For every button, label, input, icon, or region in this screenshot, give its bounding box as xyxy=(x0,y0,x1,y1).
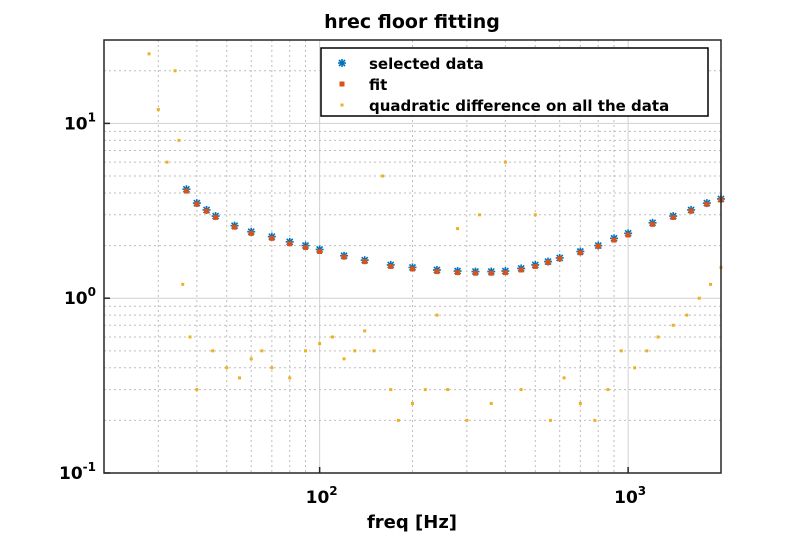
data-point xyxy=(288,376,292,380)
axes-box xyxy=(103,39,722,474)
data-point xyxy=(188,335,192,339)
data-point xyxy=(363,329,367,333)
data-point xyxy=(548,418,552,422)
data-point xyxy=(423,388,427,392)
data-point xyxy=(260,349,264,353)
data-point xyxy=(238,376,242,380)
data-point xyxy=(287,241,293,247)
data-point xyxy=(557,256,563,262)
data-point xyxy=(562,376,566,380)
data-point xyxy=(578,401,582,405)
ticks: 102 103 10-1 100 101 xyxy=(59,110,646,508)
data-point xyxy=(389,388,393,392)
data-point xyxy=(372,349,376,353)
legend: selected data fit quadratic difference on … xyxy=(320,47,709,117)
data-point xyxy=(410,266,415,272)
x-tick-label: 103 xyxy=(614,484,646,508)
legend-label: selected data xyxy=(369,55,484,73)
data-point xyxy=(435,313,439,317)
y-tick-label: 101 xyxy=(64,110,96,134)
data-point xyxy=(619,349,623,353)
data-point xyxy=(697,296,701,300)
data-point xyxy=(633,366,637,370)
data-point xyxy=(318,342,322,346)
data-point xyxy=(704,201,710,207)
legend-marker xyxy=(340,103,344,107)
data-point xyxy=(303,245,309,251)
data-point xyxy=(611,237,617,243)
data-point xyxy=(688,208,694,214)
data-point xyxy=(270,366,274,370)
data-point xyxy=(645,349,649,353)
data-point xyxy=(396,418,400,422)
data-point xyxy=(577,250,583,256)
data-point xyxy=(503,160,507,164)
data-point xyxy=(317,248,323,254)
data-point xyxy=(225,366,229,370)
legend-marker xyxy=(339,81,345,87)
data-point xyxy=(625,232,631,238)
y-tick-label: 10-1 xyxy=(59,460,96,484)
data-point xyxy=(519,388,523,392)
y-tick-label: 100 xyxy=(64,285,96,309)
data-point xyxy=(194,201,200,207)
data-point xyxy=(593,418,597,422)
data-point xyxy=(472,270,478,276)
data-point xyxy=(269,235,275,241)
data-point xyxy=(213,214,219,220)
data-point xyxy=(478,213,482,217)
legend-label: quadratic difference on all the data xyxy=(369,97,669,115)
data-point xyxy=(455,270,461,276)
data-point xyxy=(342,357,346,361)
data-point xyxy=(165,160,169,164)
x-axis-label: freq [Hz] xyxy=(367,512,457,533)
data-point xyxy=(489,401,493,405)
data-point xyxy=(341,254,347,260)
x-tick-label: 102 xyxy=(306,484,338,508)
data-point xyxy=(650,221,656,227)
data-point xyxy=(670,214,676,220)
data-point xyxy=(606,388,610,392)
data-point xyxy=(685,313,689,317)
data-point xyxy=(434,269,440,275)
data-point xyxy=(330,335,334,339)
data-point xyxy=(195,388,199,392)
data-point xyxy=(147,52,151,56)
data-point xyxy=(181,282,185,286)
data-point xyxy=(249,357,253,361)
data-point xyxy=(156,108,160,112)
data-point xyxy=(488,270,494,276)
data-point xyxy=(248,230,254,236)
data-point xyxy=(177,138,181,142)
chart-title: hrec floor fitting xyxy=(324,11,500,33)
legend-marker xyxy=(338,59,346,67)
data-point xyxy=(533,213,537,217)
data-point xyxy=(456,227,460,231)
data-point xyxy=(671,323,675,327)
legend-box xyxy=(320,47,709,117)
data-point xyxy=(232,224,238,230)
data-point xyxy=(518,267,524,273)
data-point xyxy=(446,388,450,392)
data-point xyxy=(183,188,189,194)
data-point xyxy=(173,69,177,73)
data-point xyxy=(545,260,551,266)
data-point xyxy=(709,282,713,286)
data-point xyxy=(353,349,357,353)
data-point xyxy=(204,208,210,214)
data-point xyxy=(388,263,394,269)
data-point xyxy=(381,174,385,178)
data-point xyxy=(502,270,508,276)
data-point xyxy=(465,418,469,422)
data-point xyxy=(656,335,660,339)
data-point xyxy=(304,349,308,353)
legend-label: fit xyxy=(369,76,387,94)
data-point xyxy=(411,401,414,405)
data-point xyxy=(595,243,601,249)
grid xyxy=(103,39,722,474)
data-point xyxy=(532,263,538,269)
data-point xyxy=(211,349,215,353)
data-point xyxy=(362,259,368,265)
